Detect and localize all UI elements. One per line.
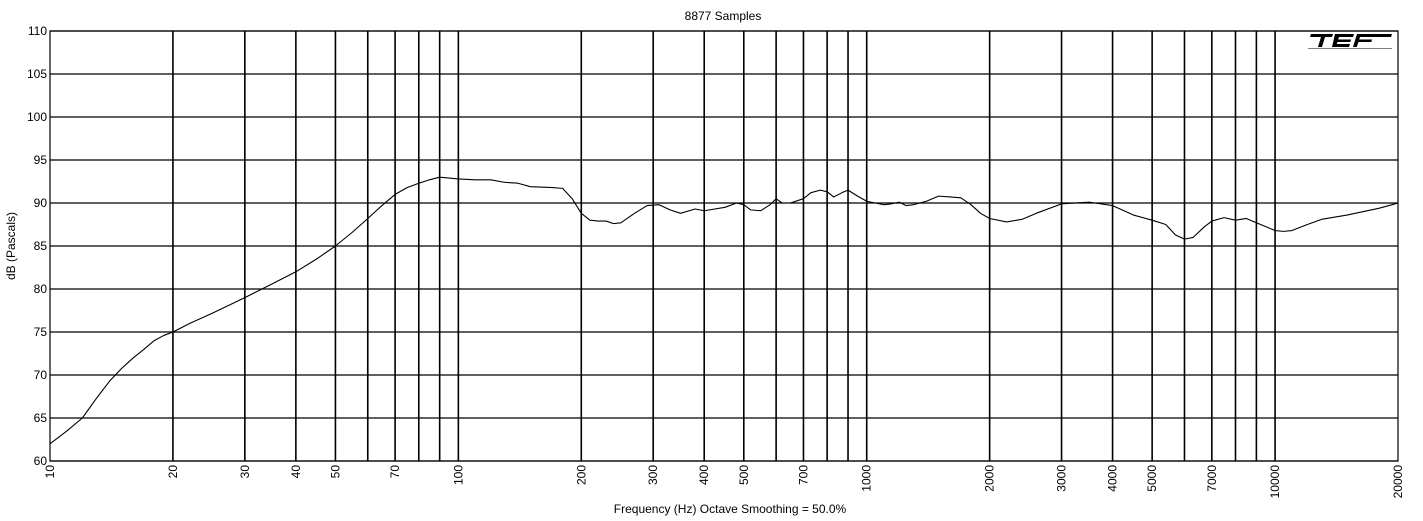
series-lines [49,176,1399,445]
y-tick-label: 80 [34,282,48,296]
series-line [49,176,1399,445]
x-tick-label: 30 [238,465,252,479]
y-tick-label: 100 [27,110,47,124]
x-tick-label: 1000 [860,465,874,492]
x-tick-label: 20 [166,465,180,479]
y-tick-label: 95 [34,153,48,167]
x-tick-label: 40 [289,465,303,479]
plot-frame [49,30,1399,462]
x-tick-label: 500 [737,465,751,485]
tef-logo [1308,34,1392,49]
x-tick-label: 400 [697,465,711,485]
x-tick-label: 700 [796,465,810,485]
y-tick-label: 65 [34,411,48,425]
x-tick-label: 3000 [1055,465,1069,492]
y-tick-label: 85 [34,239,48,253]
x-tick-label: 5000 [1145,465,1159,492]
x-tick-label: 200 [574,465,588,485]
x-tick-label: 10 [43,465,57,479]
x-tick-label: 10000 [1268,465,1282,499]
x-tick-label: 7000 [1205,465,1219,492]
x-tick-label: 50 [328,465,342,479]
x-axis-label: Frequency (Hz) Octave Smoothing = 50.0% [614,502,847,516]
x-tick-label: 100 [451,465,465,485]
y-tick-label: 90 [34,196,48,210]
plot-grid [50,30,1398,462]
y-tick-label: 110 [28,24,47,38]
y-tick-label: 75 [34,325,48,339]
chart-title: 8877 Samples [685,9,762,23]
x-tick-label: 20000 [1391,465,1405,499]
x-tick-label: 70 [388,465,402,479]
x-tick-label: 2000 [983,465,997,492]
y-tick-label: 105 [27,67,47,81]
y-tick-labels: 60 65 70 75 80 85 90 95 100 105 110 [27,24,47,468]
x-tick-label: 4000 [1106,465,1120,492]
y-axis-label: dB (Pascals) [4,212,18,280]
y-tick-label: 60 [34,454,48,468]
x-tick-label: 300 [646,465,660,485]
y-tick-label: 70 [34,368,48,382]
x-tick-labels: 10 20 30 40 50 70 100 200 300 400 500 700 1000 2000 30… [43,465,1405,499]
